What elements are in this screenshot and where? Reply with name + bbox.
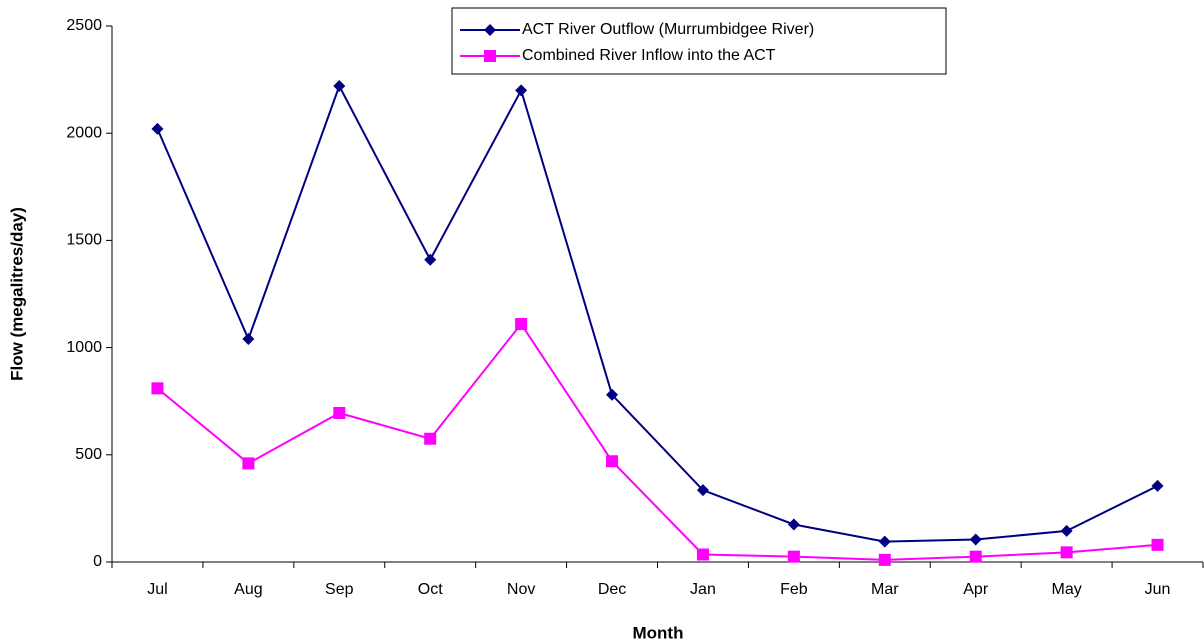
y-tick-label: 500 xyxy=(75,446,102,463)
data-point xyxy=(515,84,528,97)
data-point xyxy=(969,550,982,563)
data-point xyxy=(151,122,164,135)
y-tick-label: 2000 xyxy=(66,124,102,141)
data-point xyxy=(1151,479,1164,492)
data-point xyxy=(424,432,437,445)
x-tick-label: Aug xyxy=(234,581,262,598)
x-tick-label: Feb xyxy=(780,581,808,598)
data-point xyxy=(333,406,346,419)
data-point xyxy=(787,550,800,563)
data-point xyxy=(1060,546,1073,559)
y-axis-title: Flow (megalitres/day) xyxy=(7,207,26,381)
data-point xyxy=(333,80,346,93)
data-point xyxy=(242,333,255,346)
x-tick-label: Jun xyxy=(1145,581,1171,598)
x-tick-label: Jul xyxy=(147,581,167,598)
data-point xyxy=(696,484,709,497)
data-point xyxy=(242,457,255,470)
legend-label: Combined River Inflow into the ACT xyxy=(522,47,776,64)
data-point xyxy=(878,553,891,566)
data-point xyxy=(151,382,164,395)
x-tick-label: Mar xyxy=(871,581,899,598)
data-point xyxy=(696,548,709,561)
data-point xyxy=(424,253,437,266)
data-point xyxy=(515,318,528,331)
data-point xyxy=(969,533,982,546)
legend-label: ACT River Outflow (Murrumbidgee River) xyxy=(522,21,814,38)
y-tick-label: 1000 xyxy=(66,339,102,356)
data-point xyxy=(606,388,619,401)
x-tick-label: May xyxy=(1052,581,1082,598)
y-tick-label: 2500 xyxy=(66,17,102,34)
x-tick-label: Sep xyxy=(325,581,354,598)
data-point xyxy=(787,518,800,531)
data-point xyxy=(1060,524,1073,537)
legend-box xyxy=(451,7,947,75)
legend-marker xyxy=(484,50,496,62)
data-point xyxy=(606,455,619,468)
x-tick-label: Apr xyxy=(963,581,989,598)
data-point xyxy=(1151,538,1164,551)
series-line xyxy=(156,83,1158,543)
x-axis-title: Month xyxy=(633,623,684,642)
x-tick-label: Nov xyxy=(507,581,535,598)
y-tick-label: 0 xyxy=(93,553,102,570)
x-tick-label: Jan xyxy=(690,581,716,598)
x-tick-label: Oct xyxy=(418,581,443,598)
series-line xyxy=(156,322,1158,561)
y-tick-label: 1500 xyxy=(66,232,102,249)
legend-marker xyxy=(484,24,496,36)
data-point xyxy=(878,535,891,548)
x-tick-label: Dec xyxy=(598,581,626,598)
